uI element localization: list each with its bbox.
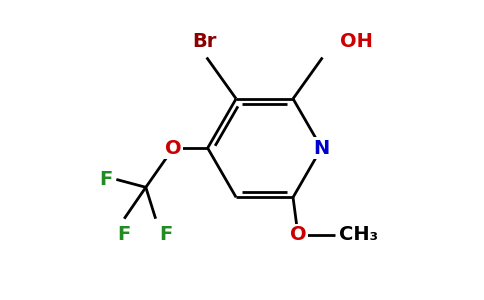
- Text: F: F: [160, 225, 173, 244]
- Text: Br: Br: [193, 32, 217, 51]
- Text: N: N: [313, 139, 330, 158]
- Text: OH: OH: [340, 32, 373, 51]
- Text: F: F: [118, 225, 131, 244]
- Text: F: F: [99, 170, 112, 189]
- Text: CH₃: CH₃: [339, 225, 378, 244]
- Text: O: O: [289, 225, 306, 244]
- Text: O: O: [165, 139, 182, 158]
